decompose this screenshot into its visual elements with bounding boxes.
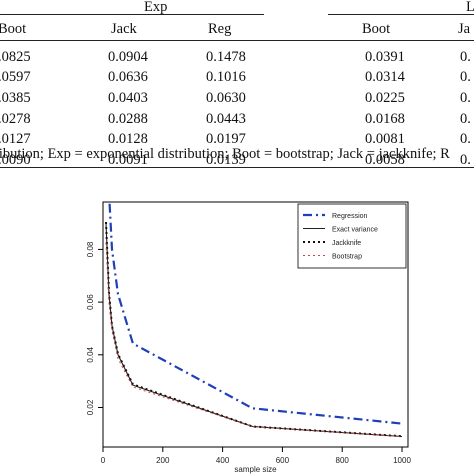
results-table: Exp L Boot Jack Reg Boot Ja .0825 0.0904 0.1478 0.… [0,0,474,170]
table-cell: .0278 [0,111,31,127]
x-tick-label: 600 [276,456,290,465]
legend-label: Bootstrap [332,254,362,261]
series-line-bootstrap [105,242,403,437]
table-cell: 0. [460,49,471,65]
table-cell: .0090 [0,152,31,168]
table-cell: 0.0636 [108,69,148,85]
table-cell: .0597 [0,69,31,85]
plot-frame [102,201,409,448]
table-cell: 0.0128 [108,131,148,147]
x-tick-label: 1000 [393,456,411,465]
column-header: Reg [208,21,232,37]
column-header: Boot [0,21,27,37]
legend-label: Regression [332,213,368,220]
y-tick-label: 0.06 [86,294,95,310]
x-tick-label: 400 [216,456,230,465]
table-cell: .0385 [0,90,31,106]
table-cell: 0.0225 [365,90,405,106]
table-cell: 0.1016 [206,69,246,85]
table-cell: 0. [460,111,471,127]
group-header-exp: Exp [144,0,168,15]
table-cell: 0.0391 [365,49,405,65]
x-tick-label: 200 [156,456,170,465]
x-tick-label: 0 [101,456,106,465]
table-cell: 0.0139 [206,152,246,168]
table-cell: 0.0168 [365,111,405,127]
table-cell: 0.0091 [108,152,148,168]
table-cell: 0.0058 [365,152,405,168]
table-cell: 0.0288 [108,111,148,127]
table-cell: 0.0197 [206,131,246,147]
x-tick-label: 800 [336,456,350,465]
table-cell: 0.1478 [206,49,246,65]
column-header: Ja [458,21,471,37]
table-cell: 0.0314 [365,69,405,85]
table-cell: 0.0403 [108,90,148,106]
x-axis-label: sample size [234,465,277,474]
table-cell: 0.0443 [206,111,246,127]
table-cell: 0.0630 [206,90,246,106]
legend-label: Jackknife [332,240,361,247]
table-cell: 0.0081 [365,131,405,147]
bottom-rule [0,167,474,168]
y-tick-label: 0.02 [86,399,95,415]
column-header: Boot [362,21,391,37]
y-tick-label: 0.04 [86,346,95,362]
series-line-jackknife [105,221,403,438]
series-line-regression [108,202,403,425]
table-cell: 0. [460,69,471,85]
table-cell: 0.0904 [108,49,148,65]
group-rule-l [328,14,474,15]
group-rule-exp [0,14,264,15]
legend-label: Exact variance [332,227,378,234]
table-cell: .0825 [0,49,31,65]
table-cell: .0127 [0,131,31,147]
table-caption: ribution; Exp = exponential distribution… [0,146,450,162]
group-header-l: L [466,0,474,15]
column-header: Jack [111,21,137,37]
header-rule [0,40,474,41]
table-cell: 0. [460,90,471,106]
table-cell: 0. [460,131,471,147]
table-cell: 0. [460,152,471,168]
y-tick-label: 0.08 [86,241,95,257]
